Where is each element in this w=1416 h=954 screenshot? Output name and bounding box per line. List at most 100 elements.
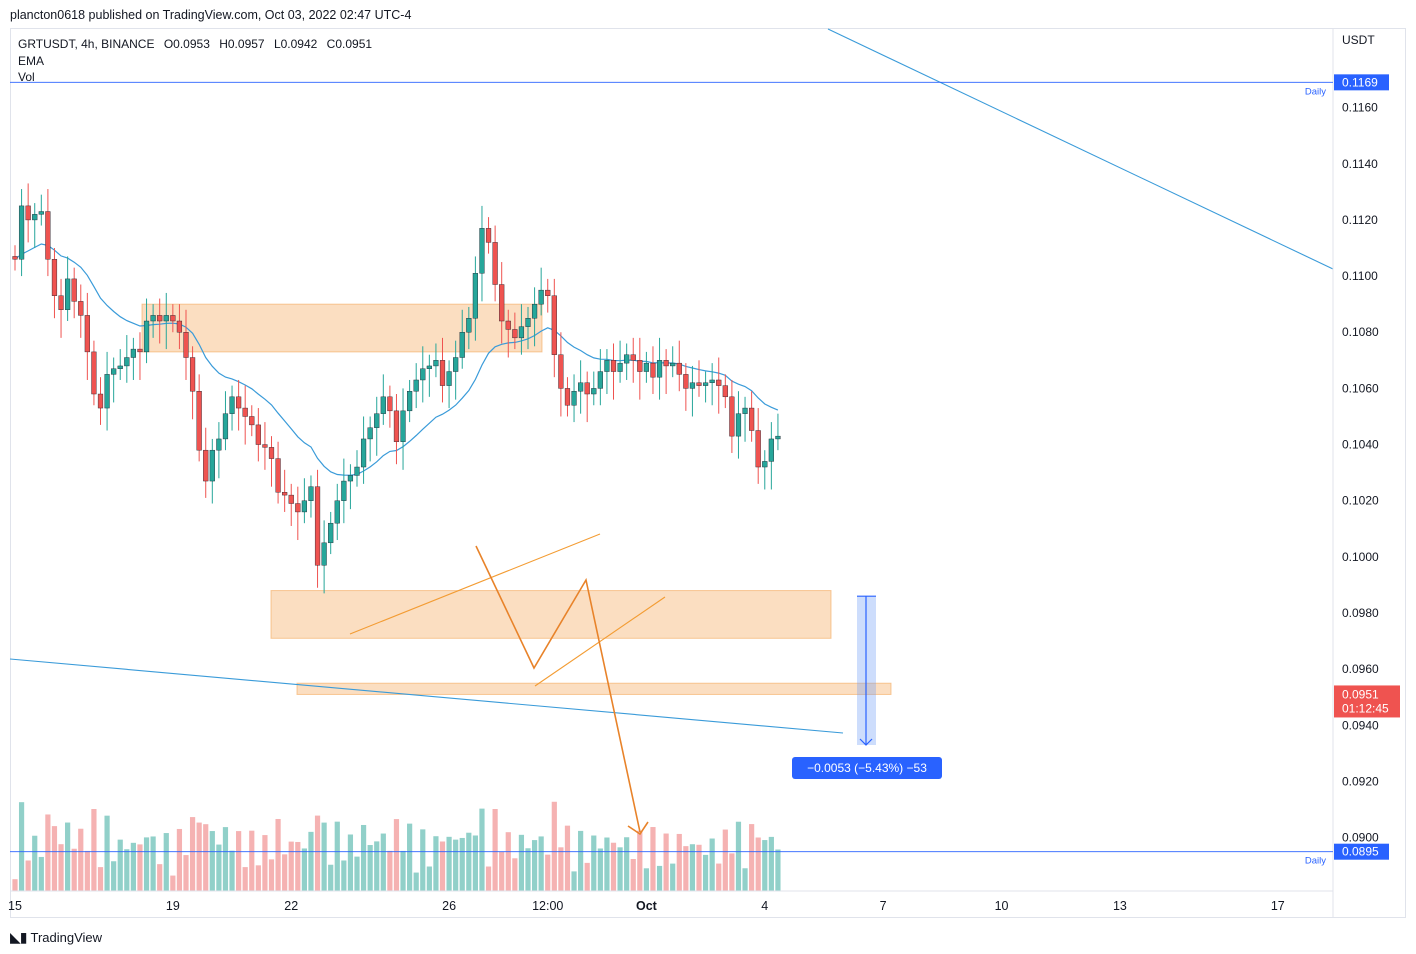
indicator-ema[interactable]: EMA xyxy=(18,53,45,68)
candle-body xyxy=(670,362,676,367)
volume-bar xyxy=(301,848,307,891)
volume-bar xyxy=(689,844,696,891)
chart-frame xyxy=(10,28,1406,918)
volume-bar xyxy=(393,819,400,891)
candle-body xyxy=(111,368,117,375)
volume-bar xyxy=(762,840,768,891)
candle-body xyxy=(617,362,623,372)
candle-body xyxy=(242,407,248,417)
indicator-vol[interactable]: Vol xyxy=(18,70,35,84)
candle-body xyxy=(735,413,742,437)
candle-body xyxy=(558,354,564,389)
candle-body xyxy=(433,360,439,367)
volume-bar xyxy=(236,831,242,891)
candle-body xyxy=(275,458,281,493)
candle-body xyxy=(518,326,525,339)
candle-body xyxy=(610,360,617,372)
volume-bar xyxy=(354,856,360,891)
symbol-info[interactable]: GRTUSDT, 4h, BINANCE xyxy=(18,37,155,51)
candle-body xyxy=(426,365,432,369)
price-tag-countdown: 01:12:45 xyxy=(1342,701,1389,715)
volume-bar xyxy=(183,855,189,891)
volume-bar xyxy=(439,841,446,891)
volume-bar xyxy=(150,836,156,891)
candle-body xyxy=(150,315,156,322)
price-tick: 0.1000 xyxy=(1342,550,1379,564)
volume-bar xyxy=(91,809,97,891)
candle-body xyxy=(157,315,163,322)
projection-arrow xyxy=(627,821,649,836)
candle-body xyxy=(630,354,636,361)
candle-body xyxy=(104,374,110,409)
brand-name: TradingView xyxy=(30,930,103,945)
time-tick: Oct xyxy=(636,899,658,913)
volume-bar xyxy=(196,822,202,891)
volume-bar xyxy=(130,842,136,891)
volume-bar xyxy=(525,848,531,891)
volume-bar xyxy=(32,835,38,891)
volume-bar xyxy=(38,856,44,891)
candle-body xyxy=(407,391,413,412)
high-value: H0.0957 xyxy=(219,37,265,51)
volume-bar xyxy=(531,840,538,891)
volume-bar xyxy=(222,827,229,891)
candle-body xyxy=(328,522,334,544)
price-tick: 0.0980 xyxy=(1342,606,1379,620)
price-tick: 0.1140 xyxy=(1342,157,1378,171)
price-tick: 0.1020 xyxy=(1342,494,1379,508)
price-tick: 0.1080 xyxy=(1342,325,1379,339)
volume-bar xyxy=(624,837,630,891)
volume-bar xyxy=(209,831,215,891)
volume-bar xyxy=(749,824,755,891)
candle-body xyxy=(301,500,307,513)
volume-bar xyxy=(512,858,518,891)
volume-bar xyxy=(18,802,25,891)
candle-body xyxy=(249,416,255,426)
candle-body xyxy=(143,320,150,353)
channel-lower xyxy=(534,596,666,687)
candle-body xyxy=(531,303,538,319)
time-tick: 4 xyxy=(761,899,768,913)
footer-brand[interactable]: ◣▮ TradingView xyxy=(10,929,102,946)
candle-body xyxy=(130,348,136,358)
volume-bar xyxy=(97,867,104,891)
volume-bar xyxy=(347,834,354,891)
volume-bar xyxy=(716,863,722,891)
candle-body xyxy=(393,410,400,442)
candle-body xyxy=(97,393,104,409)
candle-body xyxy=(170,315,176,322)
volume-bar xyxy=(288,841,294,891)
volume-bar xyxy=(255,865,261,891)
candle-body xyxy=(38,211,44,215)
volume-bar xyxy=(407,823,413,891)
volume-bar xyxy=(571,871,577,891)
candle-body xyxy=(308,486,314,501)
candle-body xyxy=(512,329,518,339)
volume-bar xyxy=(189,817,196,891)
candle-body xyxy=(12,256,18,260)
candle-body xyxy=(374,413,380,428)
candle-body xyxy=(650,362,656,378)
price-tick: 0.0960 xyxy=(1342,662,1379,676)
volume-bar xyxy=(604,837,610,891)
volume-bar xyxy=(735,821,742,891)
candle-body xyxy=(709,379,715,383)
chart-legend: GRTUSDT, 4h, BINANCE O0.0953 H0.0957 L0.… xyxy=(18,36,372,86)
time-axis: 15 19 22 26 12:00 Oct 4 7 10 13 17 xyxy=(8,890,1333,913)
volume-bar xyxy=(413,872,419,891)
candle-body xyxy=(176,320,183,333)
volume-bar xyxy=(78,828,84,891)
volume-bar xyxy=(564,825,571,891)
publisher-line: plancton0618 published on TradingView.co… xyxy=(10,8,412,22)
volume-bar xyxy=(499,851,505,891)
currency-label: USDT xyxy=(1342,33,1375,47)
candle-body xyxy=(255,424,261,445)
zone-0 xyxy=(141,303,543,353)
level-daily-tag: Daily xyxy=(1305,86,1326,97)
candle-body xyxy=(71,278,77,302)
time-tick: 22 xyxy=(284,899,298,913)
volume-bar xyxy=(558,847,564,891)
volume-bar xyxy=(71,848,77,891)
